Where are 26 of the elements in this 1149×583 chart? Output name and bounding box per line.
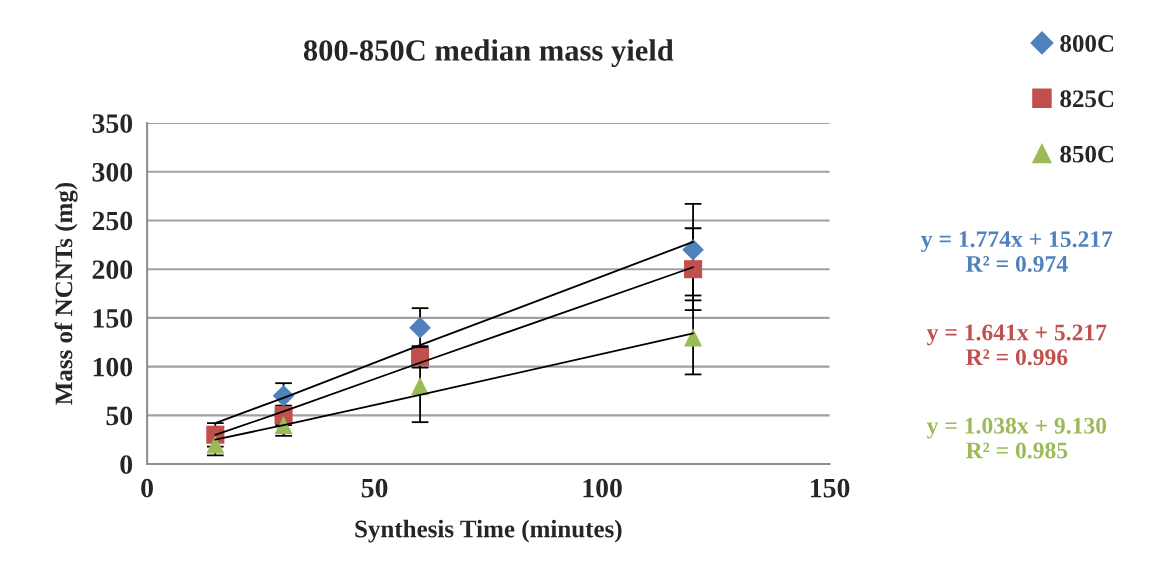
y-tick-label: 150 bbox=[93, 309, 133, 328]
legend-label: 825C bbox=[1060, 90, 1114, 108]
point bbox=[684, 260, 703, 279]
y-tick-label: 300 bbox=[92, 162, 133, 182]
x-tick-label: 100 bbox=[583, 478, 622, 498]
chart-title: 800-850C median mass yield bbox=[303, 39, 674, 68]
x-tick-label: 0 bbox=[141, 478, 153, 498]
point bbox=[411, 377, 430, 396]
x-tick-label: 50 bbox=[361, 478, 388, 498]
point bbox=[682, 238, 704, 261]
text: y = 1.774x + 15.217 R² = 0.974 bbox=[921, 231, 1113, 272]
point bbox=[409, 316, 431, 339]
y-tick-label: 100 bbox=[93, 357, 133, 377]
legend-label: 850C bbox=[1060, 145, 1114, 163]
y-tick-label: 200 bbox=[92, 260, 133, 280]
text: y = 1.641x + 5.217 R² = 0.996 bbox=[926, 324, 1107, 366]
x-axis-title: Synthesis Time (minutes) bbox=[355, 519, 622, 543]
y-axis-title: Mass of NCNTs (mg) bbox=[54, 182, 78, 405]
text: y = 1.038x + 9.130 R² = 0.985 bbox=[926, 417, 1107, 459]
legend-label: 800C bbox=[1060, 35, 1114, 52]
y-tick-label: 350 bbox=[92, 114, 133, 133]
y-tick-label: 50 bbox=[106, 406, 133, 426]
y-tick-label: 250 bbox=[92, 211, 133, 231]
y-tick-label: 0 bbox=[120, 455, 133, 474]
point bbox=[684, 328, 703, 347]
x-tick-label: 150 bbox=[810, 478, 850, 498]
